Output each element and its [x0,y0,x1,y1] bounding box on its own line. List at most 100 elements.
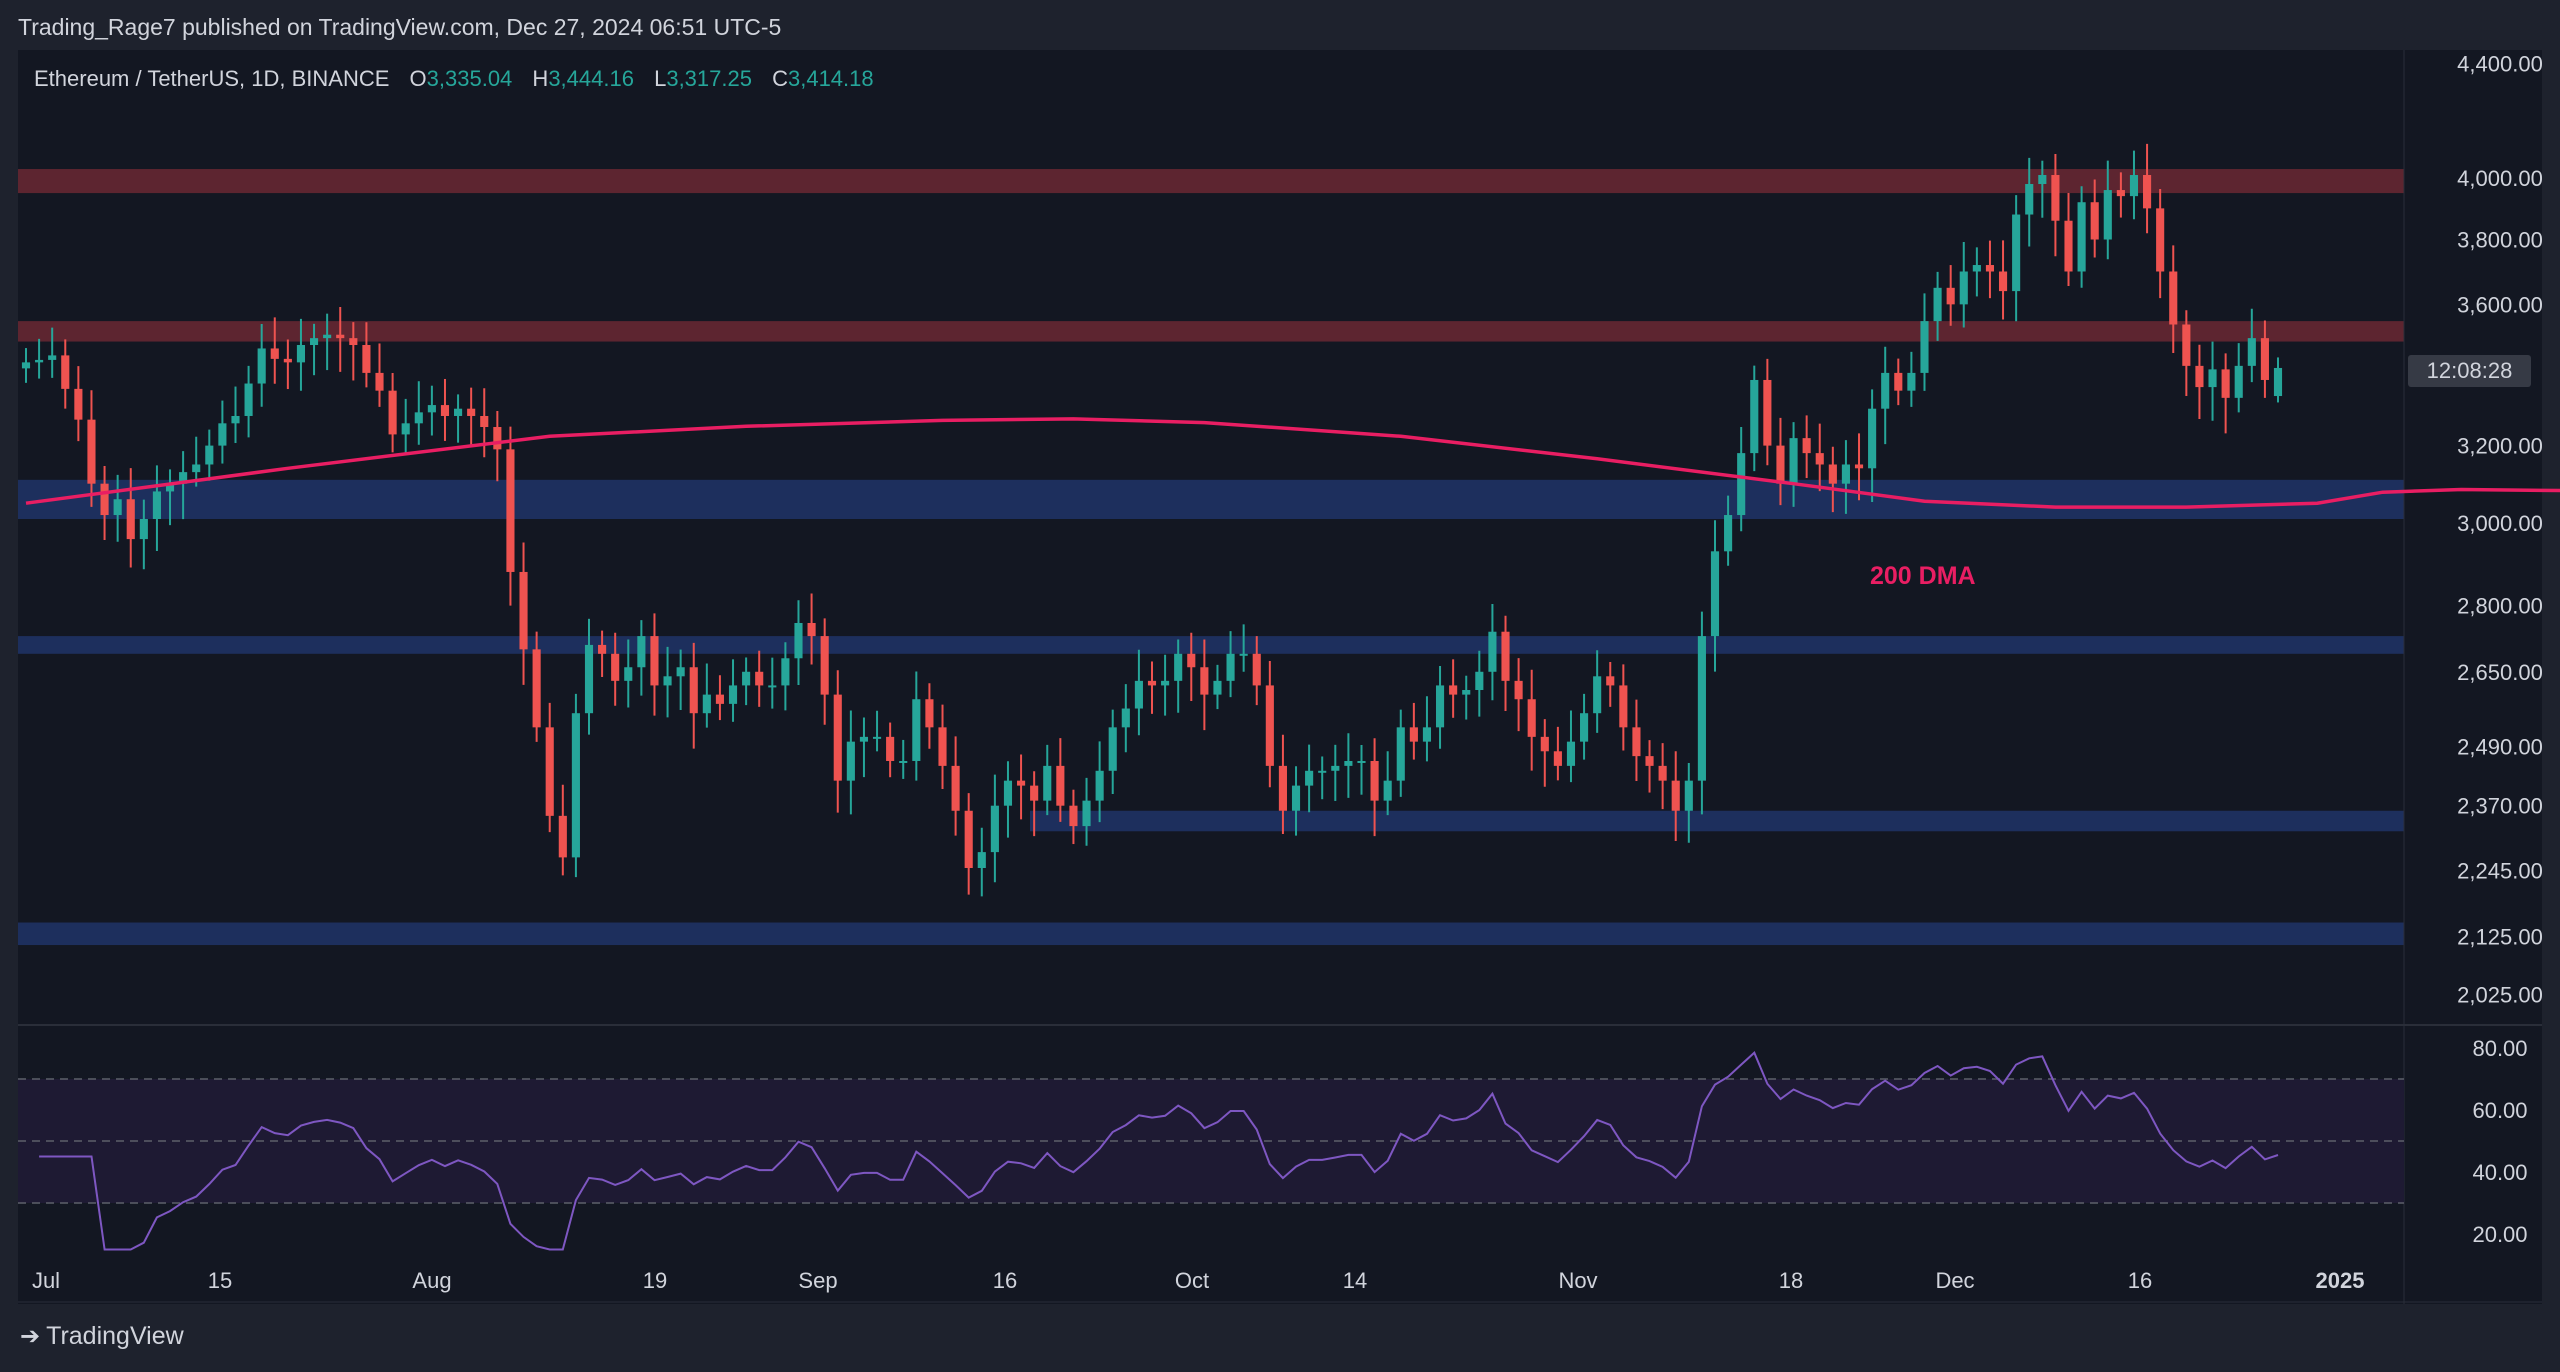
candle-body [519,571,528,650]
support-zone [1030,810,2404,832]
candle-body [1108,727,1117,771]
price-tick-label: 2,125.00 [2457,925,2543,950]
candle-body [768,685,777,688]
candlestick-series [21,143,2283,897]
candle-body [2273,367,2283,397]
candle-body [296,345,306,363]
candle-body [1239,653,1248,656]
rsi-tick-label: 40.00 [2472,1160,2527,1185]
candle-body [964,810,973,868]
bottom-bar [0,1304,2560,1372]
rsi-line [39,1051,2279,1251]
candle-body [1802,438,1811,454]
close-label: C [772,66,788,91]
candle-body [270,348,279,359]
candle-body [558,815,567,858]
candle-body [480,415,489,428]
candle-body [244,383,253,416]
candle-body [1737,453,1746,516]
time-tick-label: 16 [993,1268,1017,1293]
candle-body [165,483,175,492]
candle-body [1540,736,1549,752]
candle-body [611,653,620,681]
candle-body [715,694,724,704]
candle-body [1710,551,1720,637]
candle-body [1553,751,1562,766]
candle-body [323,334,332,339]
top-bar [0,0,2560,50]
candle-body [781,658,790,686]
candle-body [1868,408,1877,469]
candle-body [755,671,764,686]
candle-body [35,359,44,363]
candle-body [2051,175,2060,221]
candle-body [833,694,842,781]
candle-body [624,667,633,681]
candle-body [1370,760,1379,801]
candle-body [807,622,816,637]
candle-body [2208,369,2217,388]
candle-body [1776,445,1785,484]
time-tick-label: 15 [208,1268,232,1293]
high-value: 3,444.16 [548,66,634,91]
support-zone [18,479,2404,520]
dma-annotation: 200 DMA [1870,562,1976,590]
candle-body [1396,727,1405,781]
candle-body [1972,265,1981,272]
open-label: O [409,66,427,91]
candle-body [1501,631,1510,681]
candle-body [1750,379,1759,454]
candle-body [218,423,227,446]
time-tick-label: Dec [1935,1268,1974,1293]
high-label: H [532,66,549,91]
price-tick-label: 2,245.00 [2457,859,2543,884]
candle-body [2090,202,2099,240]
candle-body [676,667,685,677]
time-tick-label: Nov [1558,1268,1597,1293]
candle-body [1449,685,1458,695]
candle-body [1357,760,1366,763]
candle-body [205,445,214,465]
candle-body [925,699,934,728]
candle-body [2143,175,2152,209]
candle-body [1828,464,1837,484]
close-value: 3,414.18 [787,66,874,91]
tradingview-logo-icon: ➔ [20,1323,40,1350]
candle-body [1082,800,1091,827]
candle-body [2025,184,2034,215]
candle-body [1003,780,1013,806]
candle-body [1527,699,1536,737]
symbol-title: Ethereum / TetherUS, 1D, BINANCE [34,66,390,91]
candle-body [309,338,319,346]
candle-body [899,760,908,763]
support-zone [18,922,2404,946]
price-tick-label: 3,000.00 [2457,511,2543,536]
candle-body [1684,780,1693,811]
time-tick-label: 16 [2128,1268,2152,1293]
candle-body [1226,653,1235,681]
candle-body [912,699,921,761]
candle-body [375,372,384,391]
time-tick-label: 18 [1779,1268,1803,1293]
candle-body [1344,760,1353,766]
candle-body [61,355,70,389]
price-tick-label: 4,000.00 [2457,166,2543,191]
candle-body [1671,780,1680,811]
candle-body [283,358,292,363]
candle-body [689,667,698,714]
candle-body [152,491,161,520]
rsi-pane [18,1051,2404,1251]
price-tick-label: 2,370.00 [2457,794,2543,819]
rsi-tick-label: 20.00 [2472,1222,2527,1247]
candle-body [1697,636,1706,781]
candle-body [584,644,594,714]
candle-body [74,388,83,420]
candle-body [571,713,580,858]
candle-body [2195,365,2204,388]
candle-body [1213,680,1222,695]
candle-body [2247,338,2256,366]
candle-body [2169,271,2178,325]
candle-body [1566,741,1576,766]
brand[interactable]: ➔ TradingView [20,1322,184,1351]
